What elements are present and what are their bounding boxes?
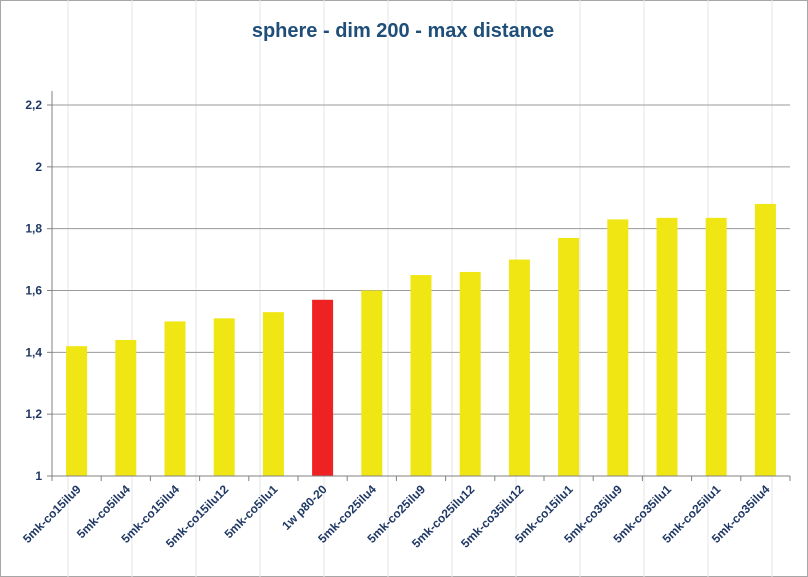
x-tick-label: 5mk-co5ilu1 <box>222 482 281 541</box>
background-grid <box>67 0 773 577</box>
y-tick-label: 1,6 <box>25 284 42 298</box>
bar-5mk-co25ilu9 <box>410 275 432 476</box>
bar-5mk-co25ilu4 <box>361 290 383 476</box>
y-tick-label: 2 <box>35 160 42 174</box>
bar-5mk-co35ilu12 <box>508 259 530 476</box>
x-tick-label: 1w p80-20 <box>279 482 330 533</box>
x-axis-ticks: 5mk-co15ilu95mk-co5ilu45mk-co15ilu45mk-c… <box>20 476 791 551</box>
chart-title: sphere - dim 200 - max distance <box>252 20 554 42</box>
y-tick-label: 1,4 <box>25 345 42 359</box>
x-tick-label: 5mk-co15ilu9 <box>20 482 84 546</box>
bar-5mk-co15ilu1 <box>558 237 580 476</box>
bar-5mk-co25ilu12 <box>459 271 481 476</box>
bar-5mk-co15ilu12 <box>213 318 235 476</box>
bar-5mk-co35ilu9 <box>607 219 629 476</box>
bar-5mk-co35ilu1 <box>656 217 678 477</box>
y-tick-label: 1,8 <box>25 222 42 236</box>
bar-5mk-co15ilu9 <box>66 346 88 476</box>
axes <box>51 91 790 477</box>
y-axis-ticks: 1 1,2 1,4 1,6 1,8 2 2,2 <box>25 98 52 483</box>
bar-5mk-co15ilu4 <box>164 321 186 476</box>
bars <box>66 203 776 477</box>
y-tick-label: 2,2 <box>25 98 42 112</box>
bar-5mk-co5ilu1 <box>262 312 284 476</box>
y-tick-label: 1,2 <box>25 407 42 421</box>
bar-1w-p80-20 <box>312 299 334 476</box>
bar-5mk-co5ilu4 <box>115 339 137 476</box>
bar-5mk-co25ilu1 <box>705 217 727 477</box>
bar-5mk-co35ilu4 <box>754 203 776 476</box>
y-tick-label: 1 <box>35 469 42 483</box>
